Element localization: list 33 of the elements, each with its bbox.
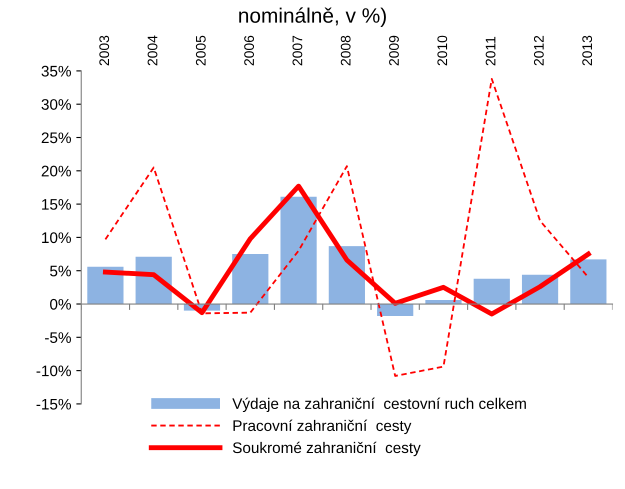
x-tick-label: 2012 (534, 36, 544, 66)
bar (570, 259, 606, 304)
bar (280, 196, 317, 304)
x-tick-label: 2010 (437, 36, 448, 66)
x-tick-label: 2005 (196, 36, 206, 66)
bar (377, 304, 414, 316)
x-tick-label: 2013 (582, 36, 592, 66)
y-tick-label: 25% (42, 132, 71, 144)
chart-title: nominálně, v %) (239, 7, 386, 27)
x-tick-label: 2011 (486, 36, 496, 66)
y-tick-label: 35% (42, 66, 71, 77)
x-tick-label: 2003 (99, 36, 110, 66)
x-tick-label: 2007 (292, 36, 302, 66)
bar (232, 254, 268, 304)
legend-label: Soukromé zahraniční cesty (232, 442, 421, 456)
y-tick-label: 5% (50, 266, 71, 276)
y-tick-label: 30% (42, 99, 71, 110)
x-tick-label: 2008 (340, 36, 351, 66)
legend-label: Pracovní zahraniční cesty (233, 420, 412, 434)
x-tick-label: 2004 (148, 36, 158, 66)
y-tick-label: 20% (42, 166, 71, 176)
x-tick-label: 2009 (389, 36, 399, 66)
y-tick-label: 0% (50, 298, 71, 310)
line-series (104, 78, 590, 377)
y-tick-label: 10% (42, 232, 71, 244)
y-tick-label: 15% (42, 199, 71, 210)
bar (474, 278, 510, 304)
y-tick-label: -10% (36, 365, 71, 376)
y-tick-label: -15% (36, 398, 71, 410)
bar (87, 266, 124, 304)
y-tick-label: -5% (45, 332, 71, 343)
x-tick-label: 2006 (244, 36, 254, 66)
legend-label: Výdaje na zahraniční cestovní ruch celkem (232, 398, 526, 412)
